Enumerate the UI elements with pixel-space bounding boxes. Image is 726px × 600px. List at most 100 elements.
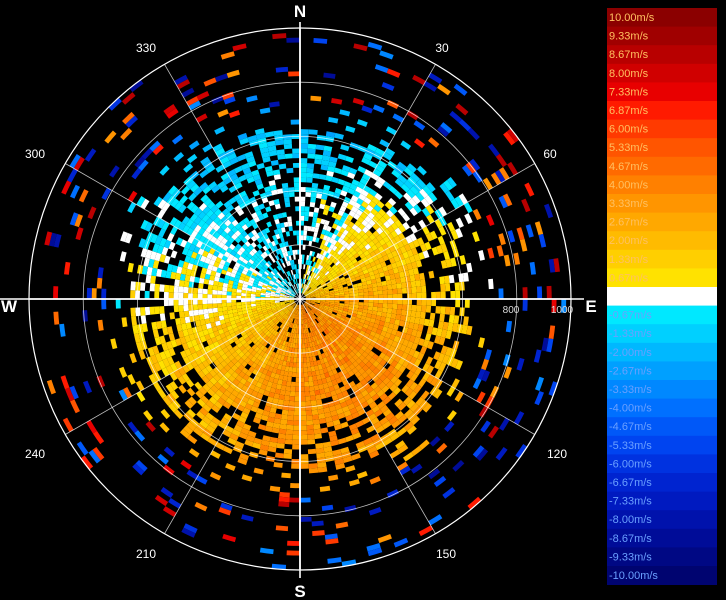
- velocity-cell: [160, 487, 174, 498]
- velocity-cell: [268, 366, 274, 373]
- velocity-cell: [228, 328, 235, 335]
- velocity-cell: [290, 337, 294, 343]
- velocity-cell: [365, 222, 373, 231]
- velocity-cell: [362, 364, 369, 372]
- velocity-cell: [274, 326, 280, 332]
- velocity-cell: [396, 282, 402, 289]
- velocity-cell: [252, 310, 258, 315]
- velocity-cell: [340, 259, 346, 265]
- velocity-cell: [131, 167, 142, 180]
- velocity-cell: [397, 174, 408, 184]
- velocity-cell: [445, 190, 455, 202]
- velocity-cell: [181, 247, 189, 256]
- velocity-cell: [210, 354, 218, 362]
- velocity-cell: [242, 258, 249, 265]
- velocity-cell: [197, 219, 206, 228]
- velocity-cell: [311, 187, 318, 194]
- velocity-cell: [246, 155, 255, 163]
- velocity-cell: [347, 261, 354, 267]
- velocity-cell: [334, 187, 342, 195]
- velocity-cell: [343, 350, 350, 357]
- velocity-cell: [207, 327, 214, 334]
- velocity-cell: [260, 253, 266, 259]
- velocity-cell: [278, 328, 283, 334]
- colorbar-label: -9.33m/s: [609, 551, 652, 563]
- velocity-cell: [289, 260, 293, 266]
- velocity-cell: [369, 261, 376, 268]
- velocity-cell: [258, 255, 264, 261]
- velocity-cell: [277, 338, 282, 345]
- velocity-cell: [423, 80, 438, 92]
- velocity-cell: [280, 292, 286, 295]
- velocity-cell: [357, 333, 364, 340]
- velocity-cell: [186, 378, 195, 388]
- velocity-cell: [300, 497, 311, 503]
- velocity-cell: [353, 304, 359, 309]
- velocity-cell: [151, 267, 158, 277]
- velocity-cell: [284, 439, 293, 445]
- velocity-cell: [303, 362, 308, 368]
- velocity-cell: [327, 557, 342, 564]
- velocity-cell: [264, 425, 273, 433]
- velocity-cell: [326, 242, 332, 248]
- velocity-cell: [236, 153, 247, 162]
- velocity-cell: [358, 223, 366, 231]
- velocity-cell: [415, 191, 425, 202]
- velocity-cell: [171, 265, 178, 273]
- velocity-cell: [472, 208, 482, 221]
- velocity-cell: [198, 314, 205, 321]
- velocity-cell: [303, 290, 308, 295]
- velocity-cell: [309, 356, 314, 363]
- velocity-cell: [256, 243, 263, 250]
- velocity-cell: [328, 354, 335, 361]
- velocity-cell: [316, 349, 322, 356]
- velocity-cell: [238, 255, 245, 262]
- velocity-cell: [312, 286, 318, 291]
- velocity-cell: [237, 381, 245, 389]
- velocity-cell: [325, 236, 332, 243]
- velocity-cell: [210, 336, 218, 344]
- velocity-cell: [354, 371, 362, 378]
- velocity-cell: [304, 381, 310, 387]
- velocity-cell: [321, 239, 326, 246]
- velocity-cell: [181, 216, 190, 225]
- velocity-cell: [119, 251, 127, 262]
- velocity-cell: [278, 310, 284, 314]
- velocity-cell: [154, 235, 163, 246]
- velocity-cell: [326, 421, 334, 428]
- velocity-cell: [175, 318, 182, 326]
- velocity-cell: [205, 217, 214, 226]
- velocity-cell: [453, 83, 468, 96]
- range-label-1000: 1000: [551, 305, 574, 316]
- velocity-cell: [534, 390, 545, 406]
- velocity-cell: [312, 279, 317, 284]
- velocity-cell: [227, 230, 235, 237]
- colorbar-swatch: [607, 324, 717, 344]
- velocity-cell: [367, 287, 374, 292]
- velocity-cell: [397, 402, 407, 411]
- colorbar-label: 2.00m/s: [609, 235, 649, 247]
- velocity-cell: [252, 261, 258, 268]
- velocity-cell: [273, 310, 279, 315]
- colorbar-label: 8.00m/s: [609, 68, 649, 80]
- velocity-cell: [438, 362, 447, 372]
- velocity-cell: [343, 305, 349, 310]
- velocity-cell: [237, 457, 248, 466]
- velocity-cell: [166, 232, 175, 242]
- velocity-cell: [321, 352, 326, 359]
- velocity-cell: [191, 238, 199, 246]
- velocity-cell: [224, 240, 232, 248]
- velocity-cell: [372, 421, 382, 430]
- velocity-cell: [300, 415, 307, 421]
- velocity-cell: [329, 249, 335, 256]
- azimuth-spoke: [65, 163, 301, 300]
- velocity-cell: [342, 362, 349, 369]
- velocity-cell: [292, 434, 300, 440]
- velocity-cell: [309, 310, 314, 315]
- velocity-cell: [390, 222, 399, 231]
- velocity-cell: [384, 201, 393, 210]
- velocity-cell: [129, 352, 137, 364]
- velocity-cell: [272, 275, 278, 281]
- velocity-cell: [386, 264, 393, 271]
- velocity-cell: [283, 370, 289, 377]
